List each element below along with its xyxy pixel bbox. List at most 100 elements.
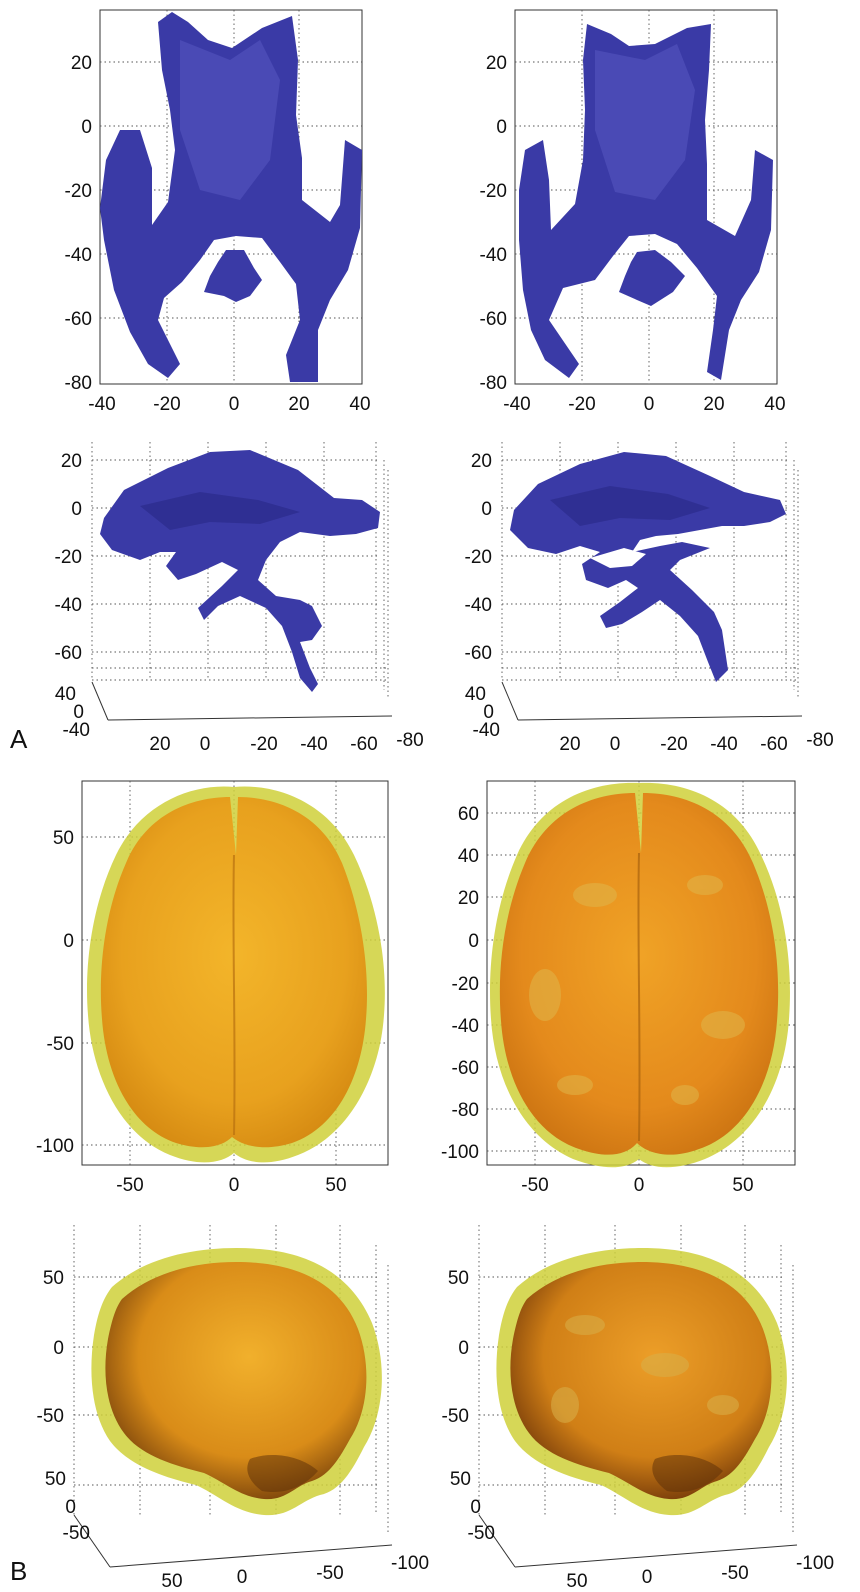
- axial-plot-svg: 50 0 -50 -100 -50 0 50: [36, 780, 389, 1196]
- svg-text:20: 20: [61, 451, 82, 472]
- brain-patches: [551, 1315, 739, 1423]
- svg-text:0: 0: [53, 1338, 64, 1359]
- svg-text:20: 20: [288, 394, 309, 415]
- svg-text:-20: -20: [65, 181, 92, 202]
- svg-text:20: 20: [149, 734, 170, 755]
- x-tick-labels: 40 0 -40: [55, 684, 90, 741]
- svg-text:-20: -20: [250, 734, 277, 755]
- svg-text:0: 0: [458, 1338, 469, 1359]
- z-tick-labels: 20 0 -20 -40 -60: [55, 451, 82, 664]
- svg-text:-40: -40: [503, 394, 530, 415]
- ventricle-fourth: [204, 250, 262, 302]
- svg-text:20: 20: [486, 53, 507, 74]
- svg-text:0: 0: [481, 499, 492, 520]
- svg-text:-60: -60: [760, 734, 787, 755]
- z-tick-labels: 20 0 -20 -40 -60: [465, 451, 492, 664]
- panel-a-axial-left: 20 0 -20 -40 -60 -80 -40 -20 0 20 40: [0, 0, 430, 420]
- svg-text:-40: -40: [480, 245, 507, 266]
- svg-text:0: 0: [229, 394, 240, 415]
- svg-text:-100: -100: [441, 1142, 479, 1163]
- x-tick-labels: 40 0 -40: [465, 684, 500, 741]
- svg-text:50: 50: [53, 828, 74, 849]
- svg-text:40: 40: [465, 684, 486, 705]
- svg-text:50: 50: [450, 1469, 471, 1490]
- svg-text:-60: -60: [55, 643, 82, 664]
- x-tick-labels: 50 0 -50: [45, 1469, 90, 1544]
- svg-text:0: 0: [634, 1175, 645, 1196]
- y-tick-labels: 20 0 -20 -40 -60 -80: [149, 730, 423, 755]
- svg-text:0: 0: [642, 1567, 653, 1588]
- svg-text:-60: -60: [452, 1058, 479, 1079]
- panel-b-lateral-left: 50 0 -50 50 0 -50 50 0 -50 -100: [0, 1215, 430, 1592]
- svg-text:0: 0: [63, 931, 74, 952]
- ventricle-shape: [100, 450, 380, 692]
- ventricle-shape: [510, 452, 786, 682]
- panel-b-axial-right: 60 40 20 0 -20 -40 -60 -80 -100 -50 0 50: [405, 775, 860, 1215]
- svg-text:40: 40: [764, 394, 785, 415]
- svg-text:0: 0: [237, 1567, 248, 1588]
- y-tick-labels: 20 0 -20 -40 -60 -80: [480, 53, 507, 394]
- svg-text:0: 0: [65, 1497, 76, 1518]
- svg-text:50: 50: [325, 1175, 346, 1196]
- svg-text:-60: -60: [480, 309, 507, 330]
- svg-text:-50: -50: [721, 1563, 748, 1584]
- svg-text:20: 20: [559, 734, 580, 755]
- svg-text:40: 40: [458, 846, 479, 867]
- svg-text:-60: -60: [465, 643, 492, 664]
- svg-text:-40: -40: [88, 394, 115, 415]
- svg-text:-80: -80: [396, 730, 423, 751]
- svg-text:-50: -50: [316, 1563, 343, 1584]
- svg-text:-100: -100: [796, 1553, 834, 1574]
- svg-text:-40: -40: [55, 595, 82, 616]
- axial-plot-svg: 60 40 20 0 -20 -40 -60 -80 -100 -50 0 50: [441, 780, 796, 1196]
- panel-a-lateral-left: 20 0 -20 -40 -60 40 0 -40 20 0 -20 -40 -…: [0, 430, 430, 760]
- svg-text:-60: -60: [350, 734, 377, 755]
- axial-plot-svg: 20 0 -20 -40 -60 -80 -40 -20 0 20 40: [480, 9, 786, 415]
- svg-text:0: 0: [483, 702, 494, 723]
- svg-text:50: 50: [161, 1571, 182, 1592]
- ventricle-shape: [519, 24, 773, 380]
- x-tick-labels: -50 0 50: [521, 1175, 753, 1196]
- svg-text:-50: -50: [63, 1523, 90, 1544]
- svg-text:50: 50: [448, 1268, 469, 1289]
- svg-text:20: 20: [71, 53, 92, 74]
- y-tick-labels: 50 0 -50 -100: [566, 1553, 834, 1592]
- svg-text:-80: -80: [452, 1100, 479, 1121]
- brain-patches: [529, 875, 745, 1105]
- svg-text:-40: -40: [710, 734, 737, 755]
- svg-text:-40: -40: [63, 720, 90, 741]
- svg-text:40: 40: [349, 394, 370, 415]
- svg-text:50: 50: [45, 1469, 66, 1490]
- y-tick-labels: 20 0 -20 -40 -60 -80: [65, 53, 92, 394]
- svg-text:0: 0: [229, 1175, 240, 1196]
- svg-text:-20: -20: [480, 181, 507, 202]
- svg-text:-20: -20: [55, 547, 82, 568]
- ventricle-shape: [100, 12, 362, 382]
- y-tick-labels: 50 0 -50 -100: [161, 1553, 429, 1592]
- axial-plot-svg: 20 0 -20 -40 -60 -80 -40 -20 0 20 40: [65, 9, 371, 415]
- z-tick-labels: 50 0 -50: [37, 1268, 64, 1427]
- panel-b-lateral-right: 50 0 -50 50 0 -50 50 0 -50 -100: [405, 1215, 860, 1592]
- svg-text:20: 20: [703, 394, 724, 415]
- svg-text:-50: -50: [47, 1034, 74, 1055]
- svg-text:-40: -40: [465, 595, 492, 616]
- svg-text:0: 0: [496, 117, 507, 138]
- svg-text:40: 40: [55, 684, 76, 705]
- svg-text:-40: -40: [473, 720, 500, 741]
- svg-text:0: 0: [468, 931, 479, 952]
- svg-text:-40: -40: [65, 245, 92, 266]
- svg-text:0: 0: [644, 394, 655, 415]
- panel-a-lateral-right: 20 0 -20 -40 -60 40 0 -40 20 0 -20 -40 -…: [410, 430, 860, 760]
- svg-text:0: 0: [610, 734, 621, 755]
- svg-text:0: 0: [200, 734, 211, 755]
- svg-text:-40: -40: [452, 1016, 479, 1037]
- svg-text:0: 0: [71, 499, 82, 520]
- svg-text:-80: -80: [480, 373, 507, 394]
- lateral-plot-svg: 20 0 -20 -40 -60 40 0 -40 20 0 -20 -40 -…: [55, 442, 424, 755]
- y-tick-labels: 60 40 20 0 -20 -40 -60 -80 -100: [441, 804, 479, 1163]
- panel-a-axial-right: 20 0 -20 -40 -60 -80 -40 -20 0 20 40: [415, 0, 860, 420]
- svg-text:-100: -100: [391, 1553, 429, 1574]
- brain-core: [105, 1262, 367, 1500]
- svg-text:-50: -50: [37, 1406, 64, 1427]
- svg-text:-50: -50: [468, 1523, 495, 1544]
